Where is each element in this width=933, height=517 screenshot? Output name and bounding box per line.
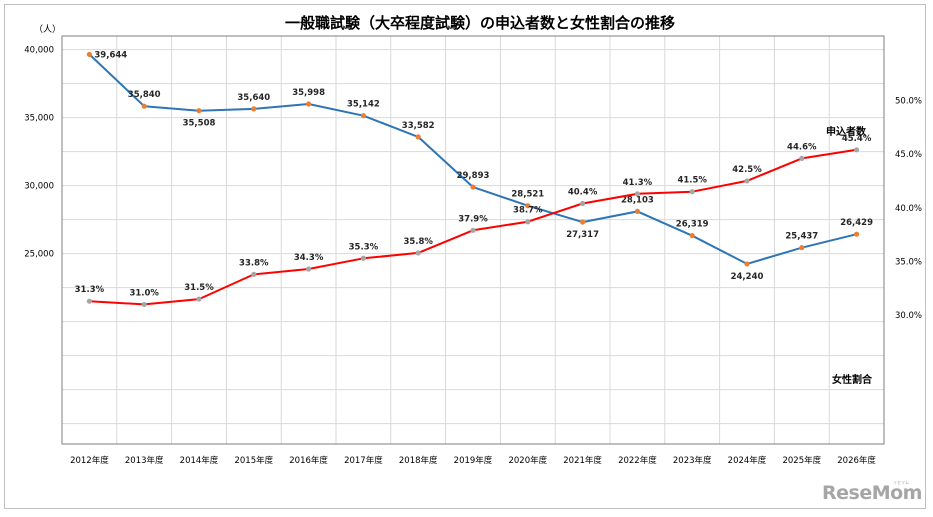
data-label-0-3: 35,640 [237,93,270,103]
resemom-logo-sub: リセマム [893,480,909,485]
data-label-0-8: 28,521 [511,190,544,200]
resemom-logo: ReseMom [822,482,922,504]
x-tick-11: 2023年度 [673,455,712,466]
data-label-0-4: 35,998 [292,88,325,98]
chart-title: 一般職試験（大卒程度試験）の申込者数と女性割合の推移 [285,14,675,32]
data-label-0-11: 26,319 [676,220,709,230]
data-label-0-13: 25,437 [785,232,818,242]
data-point-0-14 [854,231,860,237]
x-tick-2: 2014年度 [180,455,219,466]
x-tick-4: 2016年度 [289,455,328,466]
x-tick-0: 2012年度 [70,455,109,466]
x-tick-9: 2021年度 [563,455,602,466]
plot-area [61,35,885,445]
x-tick-6: 2018年度 [399,455,438,466]
x-tick-5: 2017年度 [344,455,383,466]
data-label-0-5: 35,142 [347,100,380,110]
y-tick-right-1: 35.0% [895,257,922,267]
data-point-1-3 [251,271,257,277]
x-tick-3: 2015年度 [234,455,273,466]
data-point-1-7 [470,227,476,233]
data-point-1-2 [196,296,202,302]
data-point-1-1 [141,301,147,308]
data-label-0-1: 35,840 [128,90,161,100]
y-tick-left-30000: 30,000 [24,182,54,192]
y-tick-left-25000: 25,000 [24,250,54,260]
data-point-1-4 [306,266,312,272]
data-label-1-10: 41.3% [623,178,653,188]
data-label-0-0: 39,644 [94,50,127,60]
data-label-0-14: 26,429 [840,218,873,228]
data-point-0-13 [799,245,805,251]
data-point-0-3 [251,106,257,112]
data-label-1-2: 31.5% [184,283,214,293]
data-label-1-7: 37.9% [458,214,488,224]
y-tick-right-2: 40.0% [895,204,922,214]
data-label-1-4: 34.3% [294,253,324,263]
data-point-1-14 [854,147,860,153]
data-point-1-6 [415,250,421,256]
data-label-1-1: 31.0% [129,288,159,298]
data-point-1-11 [689,189,695,195]
series-label-1: 女性割合 [832,373,873,386]
data-point-1-12 [744,178,750,184]
data-point-0-6 [415,134,421,140]
x-tick-7: 2019年度 [454,455,493,466]
data-label-1-6: 35.8% [403,237,433,247]
data-point-1-10 [634,191,641,197]
data-point-0-10 [634,208,641,214]
data-point-0-1 [141,103,147,109]
data-point-0-2 [196,108,202,114]
x-tick-12: 2024年度 [728,455,767,466]
data-label-1-14: 45.4% [842,134,872,144]
y-tick-right-0: 30.0% [895,311,922,321]
data-label-1-9: 40.4% [568,187,598,197]
series-label-0: 申込者数 [826,125,867,138]
data-point-0-9 [580,219,586,225]
data-label-0-12: 24,240 [731,272,764,282]
data-point-0-8 [525,203,531,209]
data-label-1-0: 31.3% [75,285,105,295]
data-label-1-13: 44.6% [787,142,817,152]
data-label-0-9: 27,317 [566,230,599,240]
data-point-0-4 [306,101,312,107]
data-point-1-8 [525,219,531,225]
data-point-0-5 [360,113,366,119]
data-point-1-9 [580,200,586,207]
x-tick-1: 2013年度 [125,455,164,466]
x-tick-13: 2025年度 [782,455,821,466]
data-label-0-2: 35,508 [183,119,216,129]
y-tick-left-35000: 35,000 [24,114,54,124]
data-point-1-13 [799,155,805,161]
data-label-1-5: 35.3% [349,242,379,252]
x-tick-10: 2022年度 [618,455,657,466]
data-point-1-5 [360,255,366,261]
data-label-1-11: 41.5% [677,176,707,186]
y-tick-right-3: 45.0% [895,150,922,160]
data-point-0-11 [689,233,695,239]
data-point-0-7 [470,184,476,190]
y-tick-right-4: 50.0% [895,96,922,106]
data-label-1-3: 33.8% [239,258,269,268]
data-label-0-10: 28,103 [621,195,654,205]
y-tick-left-40000: 40,000 [24,46,54,56]
data-label-0-6: 33,582 [402,121,435,131]
data-label-1-12: 42.5% [732,165,762,175]
data-point-1-0 [86,298,92,304]
data-point-0-0 [86,51,92,58]
y-axis-left-unit: （人） [34,24,61,35]
x-tick-14: 2026年度 [837,455,876,466]
data-point-0-12 [744,261,750,267]
x-tick-8: 2020年度 [508,455,547,466]
data-label-0-7: 29,893 [457,171,490,181]
data-label-1-8: 38.7% [513,206,543,216]
